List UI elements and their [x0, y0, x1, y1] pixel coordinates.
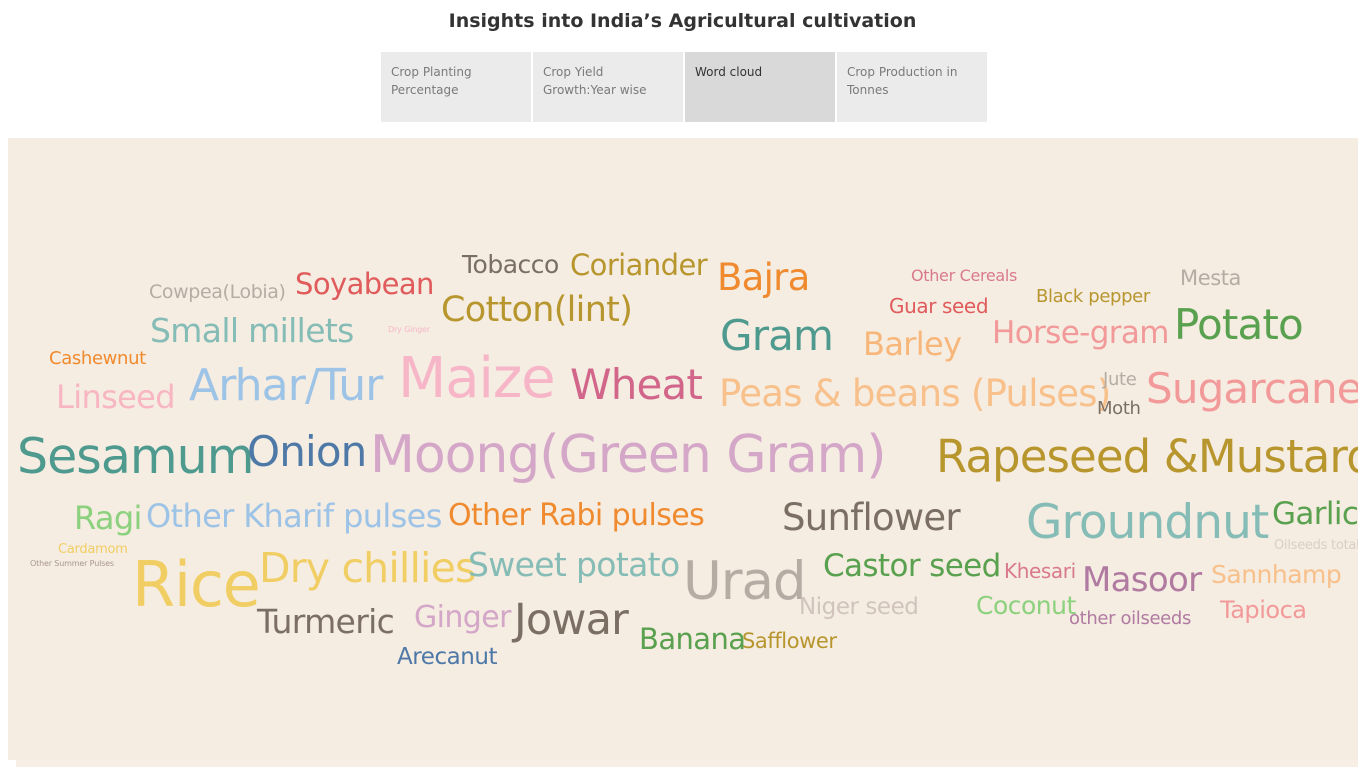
word-cloud-word: Cotton(lint)	[441, 290, 633, 330]
word-cloud-word: Peas & beans (Pulses)	[719, 372, 1111, 415]
word-cloud-word: Potato	[1174, 300, 1304, 349]
word-cloud-word: Linseed	[56, 378, 176, 416]
word-cloud-word: Tapioca	[1220, 596, 1307, 624]
tab-crop-planting-percentage[interactable]: Crop Planting Percentage	[381, 52, 531, 122]
word-cloud-word: Other Rabi pulses	[448, 498, 705, 533]
word-cloud-panel: Tobacco Coriander Bajra Other Cereals Mesta C…	[8, 138, 1358, 760]
word-cloud-word: Other Cereals	[911, 266, 1018, 285]
word-cloud-word: Rice	[132, 548, 261, 621]
word-cloud-word: Safflower	[742, 629, 837, 653]
word-cloud-word: Masoor	[1082, 560, 1202, 600]
word-cloud-word: Mesta	[1180, 266, 1241, 290]
word-cloud-word: Gram	[720, 311, 834, 360]
word-cloud-word: Turmeric	[257, 602, 395, 641]
word-cloud-word: Coriander	[570, 248, 708, 282]
word-cloud-word: Jowar	[514, 595, 629, 645]
word-cloud-word: Sannhamp	[1211, 560, 1342, 589]
word-cloud-word: Arecanut	[397, 644, 498, 670]
tab-bar: Crop Planting Percentage Crop Yield Grow…	[381, 52, 987, 122]
word-cloud-word: Maize	[398, 346, 556, 411]
word-cloud-word: Sesamum	[17, 428, 254, 485]
word-cloud-word: Jute	[1103, 369, 1137, 390]
word-cloud-word: Small millets	[150, 311, 354, 350]
word-cloud-word: Onion	[247, 427, 367, 476]
word-cloud-word: Horse-gram	[992, 315, 1169, 351]
word-cloud-word: Ragi	[74, 499, 142, 537]
word-cloud-word: Tobacco	[462, 250, 559, 279]
word-cloud-word: Other Kharif pulses	[146, 497, 442, 535]
word-cloud-word: Cashewnut	[49, 348, 146, 369]
word-cloud-word: Sunflower	[782, 496, 961, 539]
word-cloud-word: Soyabean	[295, 267, 434, 301]
tab-crop-production[interactable]: Crop Production in Tonnes	[837, 52, 987, 122]
word-cloud-word: Other Summer Pulses	[30, 559, 114, 568]
word-cloud-word: Guar seed	[889, 294, 989, 318]
word-cloud-word: Arhar/Tur	[189, 360, 383, 411]
word-cloud-word: Moong(Green Gram)	[370, 425, 887, 485]
word-cloud-word: Wheat	[570, 360, 703, 409]
word-cloud-word: Garlic	[1272, 496, 1358, 532]
tab-crop-yield-growth[interactable]: Crop Yield Growth:Year wise	[533, 52, 683, 122]
word-cloud-word: Bajra	[717, 256, 810, 299]
word-cloud-word: Ginger	[414, 600, 511, 635]
word-cloud-word: Oilseeds total	[1274, 538, 1358, 553]
word-cloud-word: Black pepper	[1036, 286, 1150, 307]
tab-word-cloud[interactable]: Word cloud	[685, 52, 835, 122]
word-cloud-word: Dry Ginger	[388, 325, 430, 334]
word-cloud-word: Urad	[683, 551, 807, 612]
word-cloud-word: Cardamom	[58, 542, 128, 557]
word-cloud-word: Sugarcane	[1146, 364, 1358, 413]
word-cloud-word: Groundnut	[1026, 495, 1269, 550]
dashboard-title: Insights into India’s Agricultural culti…	[448, 10, 917, 32]
word-cloud-word: Barley	[863, 325, 962, 363]
word-cloud-word: Moth	[1097, 398, 1141, 419]
word-cloud-word: Coconut	[976, 591, 1076, 620]
word-cloud-word: other oilseeds	[1069, 608, 1191, 629]
word-cloud-word: Rapeseed &Mustard	[936, 430, 1358, 483]
word-cloud-word: Banana	[639, 622, 746, 656]
word-cloud-word: Castor seed	[823, 548, 1001, 584]
word-cloud-word: Niger seed	[799, 594, 919, 620]
word-cloud-word: Cowpea(Lobia)	[149, 281, 286, 303]
word-cloud-word: Dry chillies	[259, 544, 476, 592]
word-cloud-word: Sweet potato	[468, 545, 680, 584]
word-cloud-word: Khesari	[1004, 559, 1076, 583]
